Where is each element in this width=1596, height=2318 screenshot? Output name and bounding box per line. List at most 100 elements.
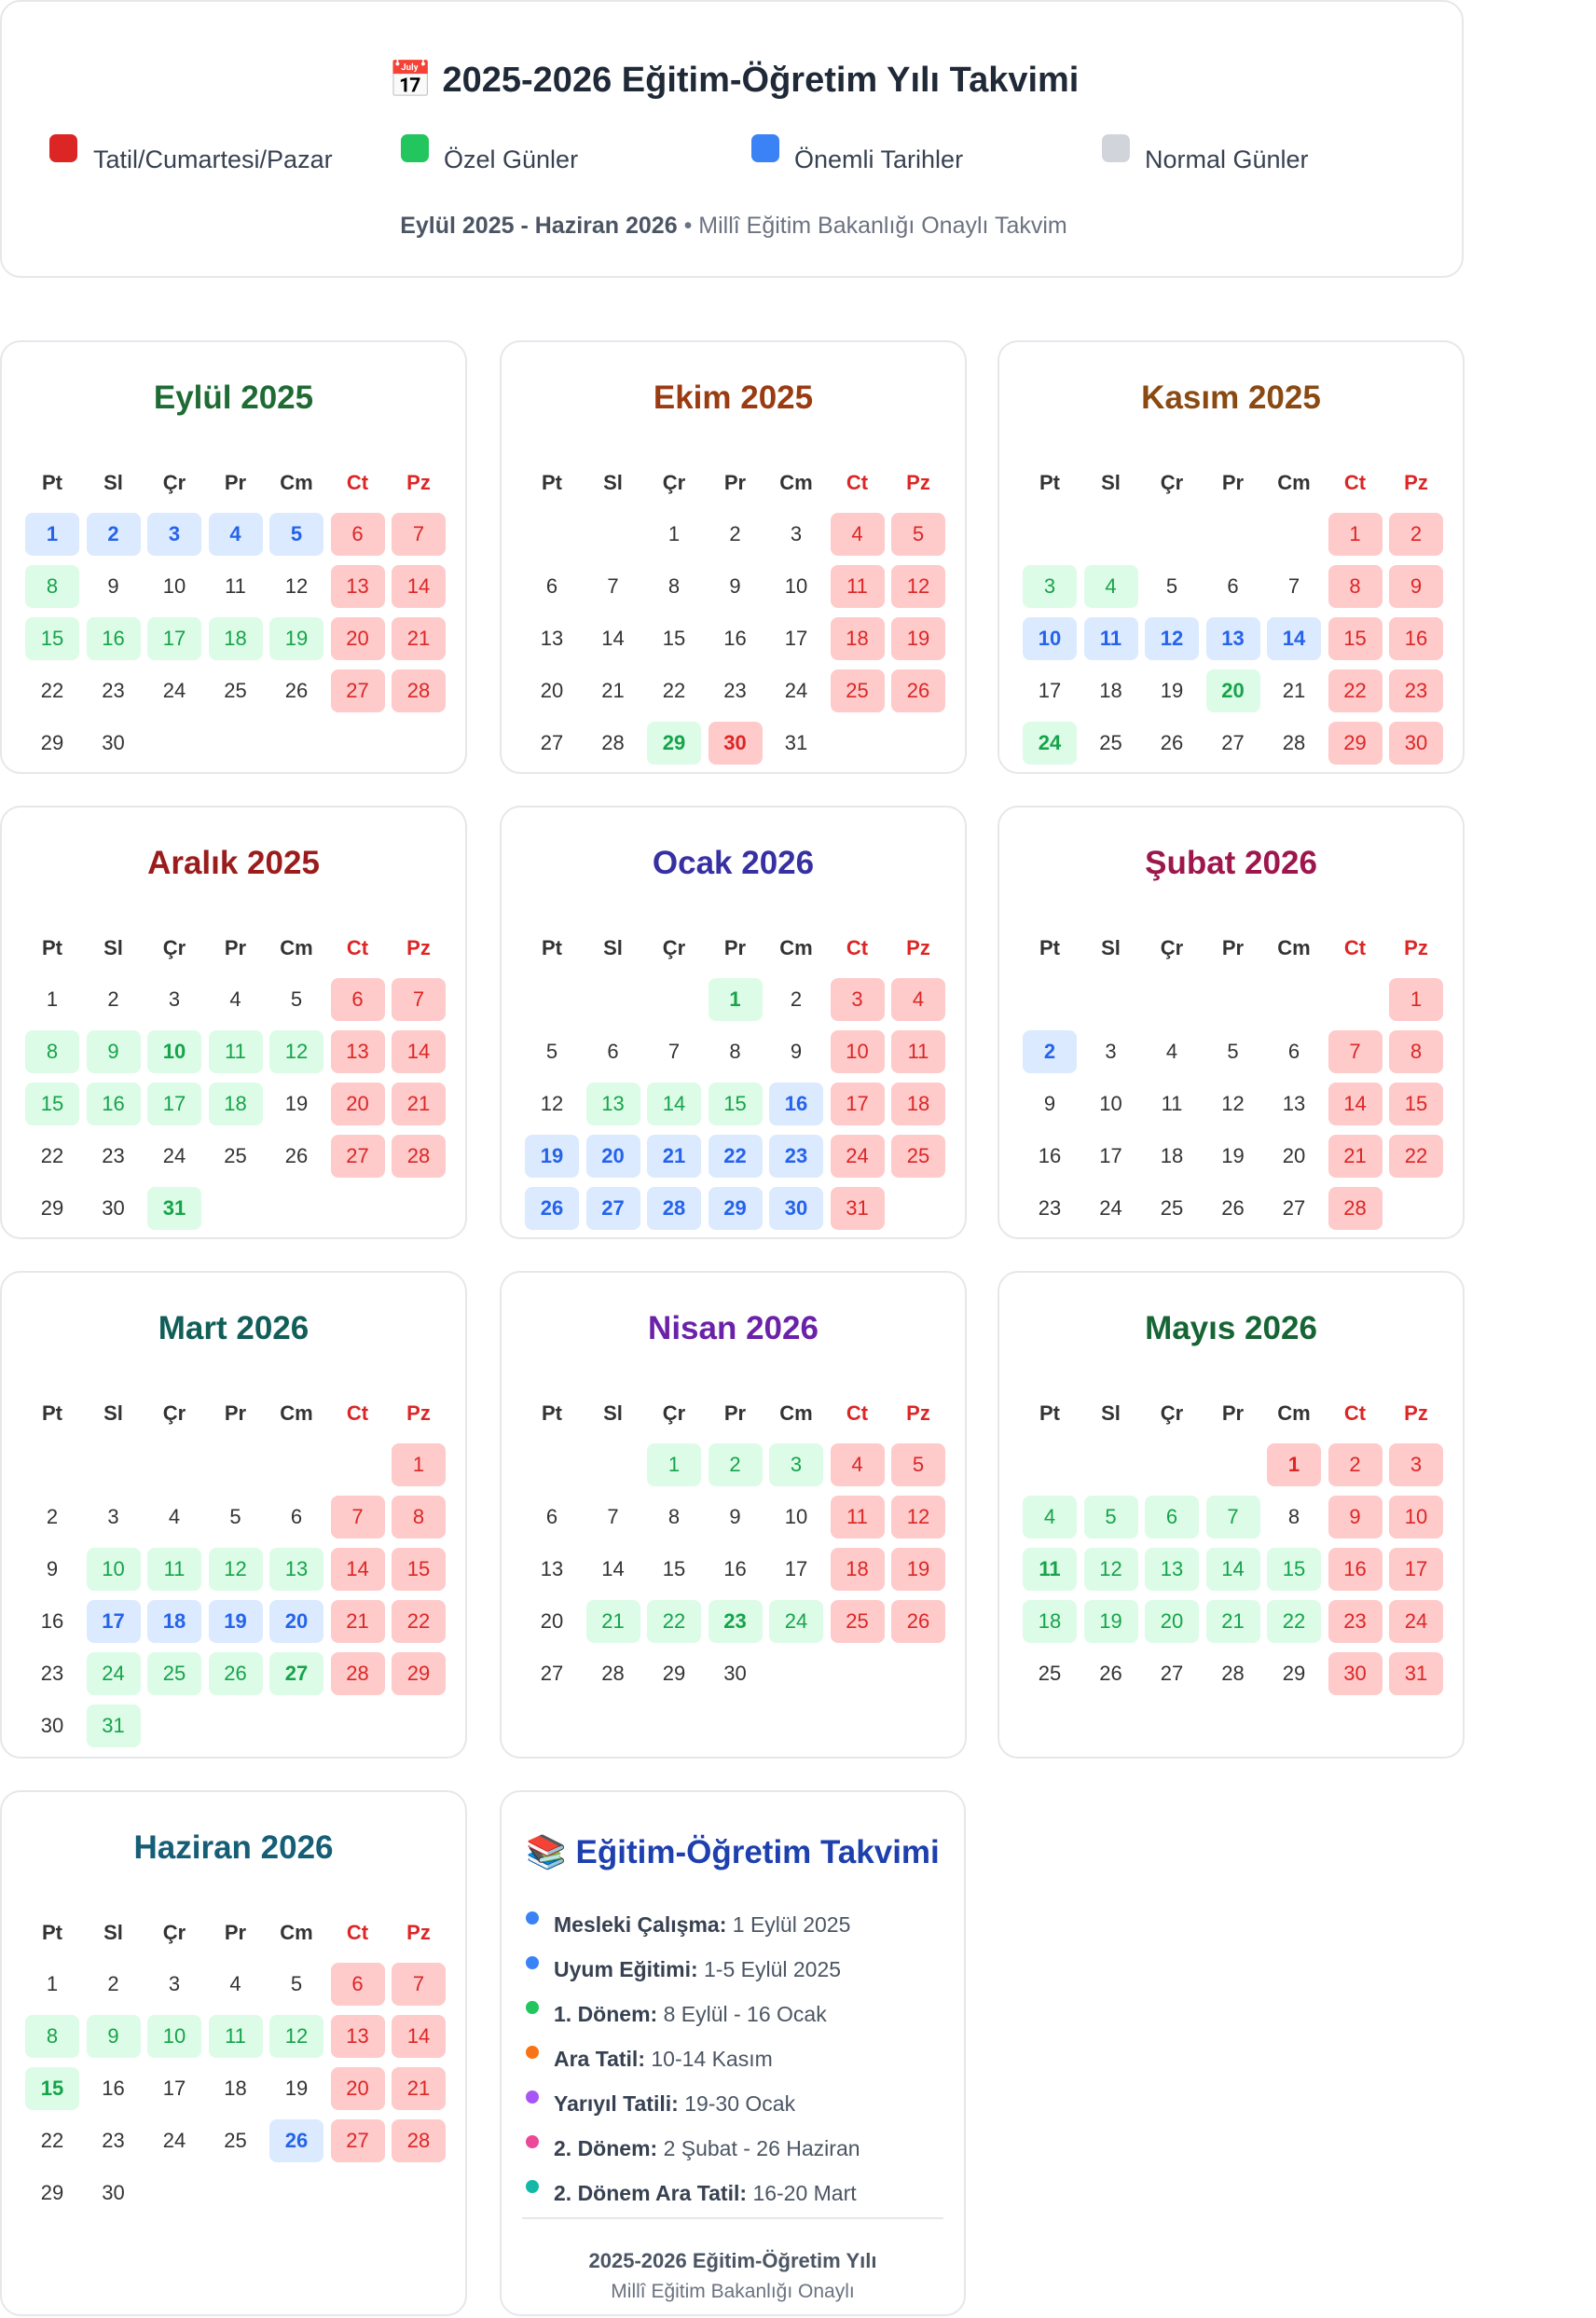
day-cell: 16 <box>1328 1548 1383 1591</box>
day-cell: 11 <box>147 1548 201 1591</box>
day-cell: 20 <box>1282 1144 1306 1167</box>
subtitle: Eylül 2025 - Haziran 2026 • Millî Eğitim… <box>2 213 1465 240</box>
day-cell: 2 <box>1389 513 1443 556</box>
day-cell: 1 <box>392 1443 446 1486</box>
day-cell: 4 <box>1165 1040 1178 1063</box>
day-cell: 15 <box>662 1557 686 1580</box>
day-cell: 28 <box>601 731 625 754</box>
day-cell: 12 <box>891 1496 945 1538</box>
day-cell: 12 <box>1145 617 1199 660</box>
weekday-label: Pt <box>542 936 562 959</box>
day-cell: 30 <box>769 1187 823 1230</box>
day-cell: 1 <box>46 987 59 1011</box>
day-cell: 27 <box>330 2119 385 2162</box>
day-cell: 7 <box>330 1496 385 1538</box>
legend-swatch <box>1102 134 1130 162</box>
day-cell: 16 <box>86 617 141 660</box>
day-cell: 11 <box>830 1496 885 1538</box>
day-cell: 27 <box>269 1652 323 1695</box>
day-cell: 18 <box>830 617 885 660</box>
day-cell: 4 <box>891 978 945 1021</box>
day-cell: 24 <box>769 1600 823 1643</box>
day-cell: 29 <box>662 1662 686 1685</box>
day-cell: 4 <box>830 1443 885 1486</box>
item-text: 1 Eylül 2025 <box>732 1912 851 1937</box>
day-cell: 21 <box>330 1600 385 1643</box>
day-cell: 27 <box>540 731 564 754</box>
day-cell: 21 <box>1328 1135 1383 1178</box>
day-cell: 18 <box>208 617 263 660</box>
item-text: 1-5 Eylül 2025 <box>704 1957 842 1981</box>
day-cell: 19 <box>525 1135 579 1178</box>
day-cell: 22 <box>40 2129 64 2152</box>
subtitle-text: • Millî Eğitim Bakanlığı Onaylı Takvim <box>683 213 1067 239</box>
day-cell: 13 <box>330 2015 385 2058</box>
day-cell: 22 <box>708 1135 763 1178</box>
day-cell: 6 <box>330 978 385 1021</box>
weekday-label: Sl <box>103 1921 123 1944</box>
day-cell: 11 <box>1161 1092 1183 1115</box>
day-cell: 5 <box>1227 1040 1239 1063</box>
legend-swatch <box>751 134 779 162</box>
day-cell: 27 <box>540 1662 564 1685</box>
day-cell: 11 <box>1023 1548 1077 1591</box>
day-cell: 28 <box>1328 1187 1383 1230</box>
day-cell: 11 <box>891 1030 945 1073</box>
day-cell: 13 <box>330 1030 385 1073</box>
weekday-label: Sl <box>603 471 623 494</box>
day-cell: 9 <box>729 1505 741 1528</box>
day-cell: 12 <box>208 1548 263 1591</box>
day-cell: 7 <box>1328 1030 1383 1073</box>
day-cell: 6 <box>330 513 385 556</box>
day-cell: 10 <box>86 1548 141 1591</box>
weekday-label: Pt <box>42 936 62 959</box>
day-cell: 20 <box>540 679 564 702</box>
day-cell: 28 <box>392 1135 446 1178</box>
day-cell: 19 <box>269 617 323 660</box>
day-cell: 29 <box>40 2181 64 2204</box>
info-item: Mesleki Çalışma: 1 Eylül 2025 <box>554 1912 850 1938</box>
day-cell: 3 <box>1389 1443 1443 1486</box>
day-cell: 29 <box>1328 722 1383 765</box>
info-card: 📚 Eğitim-Öğretim Takvimi 2025-2026 Eğiti… <box>500 1790 966 2316</box>
day-cell: 13 <box>1205 617 1260 660</box>
day-cell: 5 <box>1083 1496 1138 1538</box>
day-cell: 9 <box>1043 1092 1056 1115</box>
day-cell: 7 <box>392 978 446 1021</box>
day-cell: 5 <box>891 1443 945 1486</box>
weekday-label: Pz <box>1404 471 1428 494</box>
day-cell: 28 <box>601 1662 625 1685</box>
page-title: 📅 2025-2026 Eğitim-Öğretim Yılı Takvimi <box>388 61 1080 100</box>
legend-label: Önemli Tarihler <box>794 145 964 173</box>
day-cell: 16 <box>723 1557 747 1580</box>
weekday-label: Çr <box>1160 471 1184 494</box>
day-cell: 30 <box>102 1196 125 1220</box>
weekday-label: Cm <box>1277 936 1311 959</box>
day-cell: 10 <box>1023 617 1077 660</box>
day-cell: 22 <box>1267 1600 1321 1643</box>
day-cell: 28 <box>392 669 446 712</box>
day-cell: 23 <box>708 1600 763 1643</box>
day-cell: 9 <box>46 1557 59 1580</box>
day-cell: 16 <box>102 2077 125 2100</box>
weekday-label: Cm <box>779 471 813 494</box>
weekday-label: Pz <box>906 471 930 494</box>
day-cell: 18 <box>1099 679 1122 702</box>
day-cell: 31 <box>86 1704 141 1747</box>
day-cell: 9 <box>1389 565 1443 608</box>
day-cell: 31 <box>1389 1652 1443 1695</box>
day-cell: 6 <box>545 1505 558 1528</box>
month-title: Mayıs 2026 <box>1145 1310 1317 1346</box>
weekday-label: Pz <box>1404 1401 1428 1425</box>
weekday-label: Ct <box>846 1401 869 1425</box>
legend-swatch <box>49 134 77 162</box>
day-cell: 30 <box>102 2181 125 2204</box>
day-cell: 28 <box>1221 1662 1245 1685</box>
day-cell: 20 <box>540 1609 564 1633</box>
weekday-label: Pr <box>224 936 247 959</box>
month-card: Kasım 2025 Pt Sl Çr Pr Cm Ct Pz 1 2 3 4 5 6 7 8 9 10 11 12 1… <box>998 340 1465 774</box>
day-cell: 8 <box>1287 1505 1300 1528</box>
day-cell: 19 <box>208 1600 263 1643</box>
day-cell: 17 <box>86 1600 141 1643</box>
item-label: Ara Tatil: <box>554 2047 645 2071</box>
